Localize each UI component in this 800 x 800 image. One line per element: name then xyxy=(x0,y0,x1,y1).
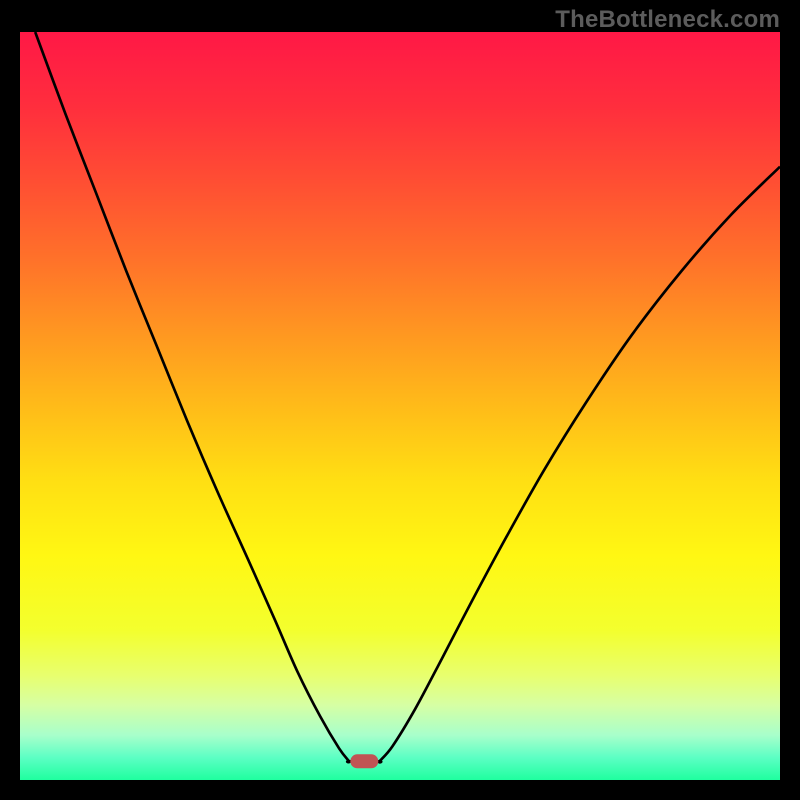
watermark-text: TheBottleneck.com xyxy=(555,6,780,34)
chart-frame: TheBottleneck.com xyxy=(0,0,800,800)
plot-area xyxy=(20,32,780,780)
optimal-marker xyxy=(351,755,378,768)
bottleneck-curve xyxy=(20,32,780,780)
optimal-marker-pill xyxy=(351,755,378,768)
